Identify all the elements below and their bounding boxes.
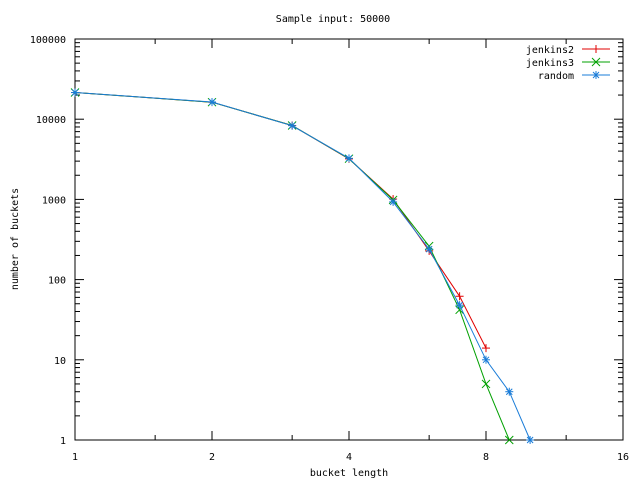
data-point-cross — [504, 435, 514, 445]
legend: jenkins2 jenkins3 random — [526, 45, 610, 82]
series-line-jenkins3 — [74, 92, 510, 441]
data-point-star — [208, 97, 216, 106]
y-tick-label: 10 — [54, 356, 66, 367]
marker-stroke — [425, 245, 433, 253]
series-line-jenkins2 — [74, 92, 487, 349]
series-jenkins3 — [70, 88, 514, 445]
marker-stroke — [526, 436, 534, 444]
x-tick-label: 4 — [346, 452, 352, 463]
marker-stroke — [504, 435, 514, 445]
legend-label: jenkins3 — [526, 58, 574, 69]
data-point-star — [389, 197, 398, 206]
legend-label: random — [538, 71, 574, 82]
x-tick-label: 2 — [209, 452, 215, 463]
data-point-star — [482, 355, 490, 364]
marker-stroke — [481, 379, 491, 389]
tick-group: 1 2 4 8 16 1 10 100 1000 10000 100000 — [30, 35, 629, 463]
y-tick-label: 100 — [48, 276, 66, 287]
marker-stroke — [345, 154, 353, 162]
data-point-star — [425, 245, 434, 254]
series-line-random — [74, 92, 531, 441]
data-point-star — [288, 121, 297, 130]
marker-stroke — [505, 388, 513, 396]
marker-stroke — [71, 89, 79, 96]
y-tick-label: 10000 — [36, 115, 66, 126]
data-point-plus — [592, 45, 600, 53]
x-tick-label: 1 — [72, 452, 78, 463]
data-point-star — [526, 436, 535, 444]
data-point-star — [592, 71, 600, 79]
x-tick-label: 16 — [617, 452, 629, 463]
series-layer — [70, 88, 535, 445]
series-jenkins2 — [71, 88, 490, 353]
axes — [74, 38, 624, 441]
marker-stroke — [288, 122, 296, 130]
y-tick-label: 100000 — [30, 35, 66, 46]
marker-stroke — [389, 198, 397, 206]
y-tick-label: 1 — [60, 436, 66, 447]
plot-border — [74, 38, 624, 441]
marker-stroke — [482, 356, 490, 364]
series-random — [71, 88, 535, 444]
data-point-star — [345, 154, 353, 163]
y-tick-label: 1000 — [42, 195, 66, 206]
chart-title: Sample input: 50000 — [276, 14, 390, 25]
y-axis-label: number of buckets — [10, 188, 21, 290]
data-point-star — [505, 387, 514, 396]
legend-label: jenkins2 — [526, 45, 574, 56]
data-point-plus — [455, 292, 464, 301]
x-axis-label: bucket length — [310, 468, 388, 479]
data-point-star — [455, 301, 464, 310]
marker-stroke — [456, 301, 463, 309]
data-point-star — [71, 88, 79, 97]
x-tick-label: 8 — [483, 452, 489, 463]
marker-stroke — [592, 71, 600, 79]
marker-stroke — [591, 57, 601, 67]
data-point-cross — [591, 57, 601, 67]
data-point-cross — [481, 379, 491, 389]
marker-stroke — [208, 98, 216, 106]
data-point-plus — [482, 344, 490, 353]
